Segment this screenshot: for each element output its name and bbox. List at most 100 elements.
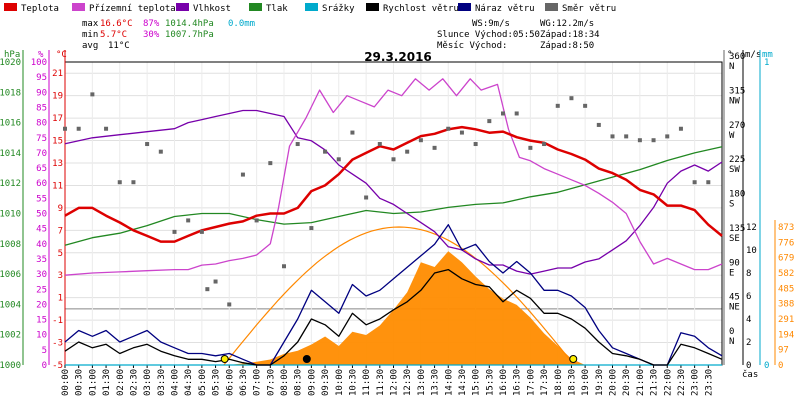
x-tick-label: 16:00 [499,369,509,396]
axis-tick-solar: 873 [778,223,794,233]
legend-swatch [72,3,85,11]
axis-tick-pressure_hpa: 1016 [0,119,21,129]
x-tick-label: 02:00 [116,369,126,396]
wind-dir-point [651,138,656,143]
x-tick-label: 02:30 [129,369,139,396]
axis-tick-wind-dir-label: N [729,62,734,72]
axis-title-rain: mm [762,50,773,60]
wind-dir-point [487,119,492,124]
stat-avg-temp: 11°C [108,41,130,51]
stat-avg-label: avg [82,41,98,51]
axis-tick-wind-ms: 0 [746,361,751,371]
wind-dir-point [542,142,547,147]
axis-tick-pressure_hpa: 1008 [0,240,21,250]
wind-dir-point [555,103,560,108]
axis-tick-wind-ms: 8 [746,269,751,279]
axis-tick-humidity_pct: 55 [36,194,47,204]
wind-dir-point [610,134,615,139]
axis-tick-wind-dir: 360 [729,52,745,62]
axis-tick-temperature_c: 13 [52,159,63,169]
axis-tick-humidity_pct: 65 [36,164,47,174]
stat-max-rain: 0.0mm [228,19,255,29]
x-tick-label: 13:00 [417,369,427,396]
axis-tick-wind-dir-label: NW [729,96,740,106]
axis-tick-temperature_c: 1 [58,294,63,304]
axis-tick-wind-dir: 90 [729,258,740,268]
axis-tick-solar: 97 [778,346,789,356]
wind-dir-point [446,126,451,131]
wind-dir-point [569,96,574,101]
axis-tick-wind-dir: 315 [729,86,745,96]
x-tick-label: 23:30 [704,369,714,396]
x-tick-label: 21:00 [636,369,646,396]
wind-dir-point [706,180,711,185]
x-tick-label: 12:30 [403,369,413,396]
legend-label: Rychlost větru [383,4,459,14]
legend-label: Směr větru [562,4,616,14]
wind-dir-point [90,92,95,97]
series-teplota [64,125,723,243]
axis-tick-wind-dir-label: W [729,131,735,141]
wind-dir-point [158,149,163,154]
chart-title: 29.3.2016 [364,50,432,64]
moonset-marker [302,355,311,363]
wind-dir-point [391,157,396,162]
x-tick-label: 19:00 [581,369,591,396]
axis-tick-wind-dir: 225 [729,155,745,165]
axis-tick-humidity_pct: 85 [36,103,47,113]
wind-dir-point [501,111,505,116]
x-tick-label: 04:30 [184,369,194,396]
x-tick-label: 05:00 [198,369,208,396]
axis-tick-solar: 194 [778,330,794,340]
solar-radiation [223,226,586,366]
legend-label: Teplota [21,4,59,14]
x-tick-label: 16:30 [513,369,523,396]
axis-tick-humidity_pct: 80 [36,119,47,129]
x-tick-label: 12:00 [390,369,400,396]
axis-tick-humidity_pct: 15 [36,316,47,326]
axis-tick-wind-dir-label: N [729,337,734,347]
stat-min-press: 1007.7hPa [165,30,214,40]
wind-dir-point [473,142,478,147]
wind-dir-point [205,287,210,292]
axis-tick-solar: 0 [778,361,783,371]
x-tick-label: 17:00 [526,369,536,396]
x-tick-label: 03:30 [157,369,167,396]
axis-tick-temperature_c: 15 [52,137,63,147]
axis-tick-wind-dir-label: S [729,200,734,210]
stat-min-label: min [82,30,98,40]
wind-dir-point [282,264,286,269]
axis-title-pressure_hpa: hPa [4,50,20,60]
legend-swatch [305,3,318,11]
axis-tick-pressure_hpa: 1006 [0,270,21,280]
events [220,355,578,363]
x-tick-label: 18:00 [554,369,564,396]
left-axes: hPa1000100210041006100810101012101410161… [0,50,67,371]
axis-tick-wind-ms: 6 [746,292,751,302]
axis-tick-pressure_hpa: 1020 [0,58,21,68]
wind-dir-point [405,149,410,154]
x-tick-label: 04:00 [171,369,181,396]
series-tlak [64,146,723,246]
x-tick-label: 07:00 [253,369,263,396]
x-tick-label: 22:00 [663,369,673,396]
axis-tick-humidity_pct: 50 [36,210,47,220]
axis-tick-wind-dir-label: SW [729,165,740,175]
axis-tick-humidity_pct: 100 [31,58,47,68]
solar-theoretical-curve [223,226,575,366]
x-tick-label: 09:00 [307,369,317,396]
axis-tick-solar: 485 [778,284,794,294]
axis-tick-wind-dir: 270 [729,121,745,131]
axis-tick-humidity_pct: 60 [36,179,47,189]
right-axes: °0N45NE90E135SE180S225SW270W315NW360Nm/s… [723,50,794,371]
wind-dir-point [186,218,191,223]
x-tick-label: 15:00 [472,369,482,396]
stat-max-press: 1014.4hPa [165,19,214,29]
axis-tick-humidity_pct: 0 [42,361,47,371]
x-tick-label: 06:30 [239,369,249,396]
stats-block: max 16.6°C 87% 1014.4hPa 0.0mm min 5.7°C… [82,19,600,51]
axis-tick-wind-dir-label: NE [729,303,740,313]
axis-tick-wind-ms: 10 [746,246,757,256]
axis-tick-wind-dir: 180 [729,190,745,200]
axis-tick-humidity_pct: 35 [36,255,47,265]
